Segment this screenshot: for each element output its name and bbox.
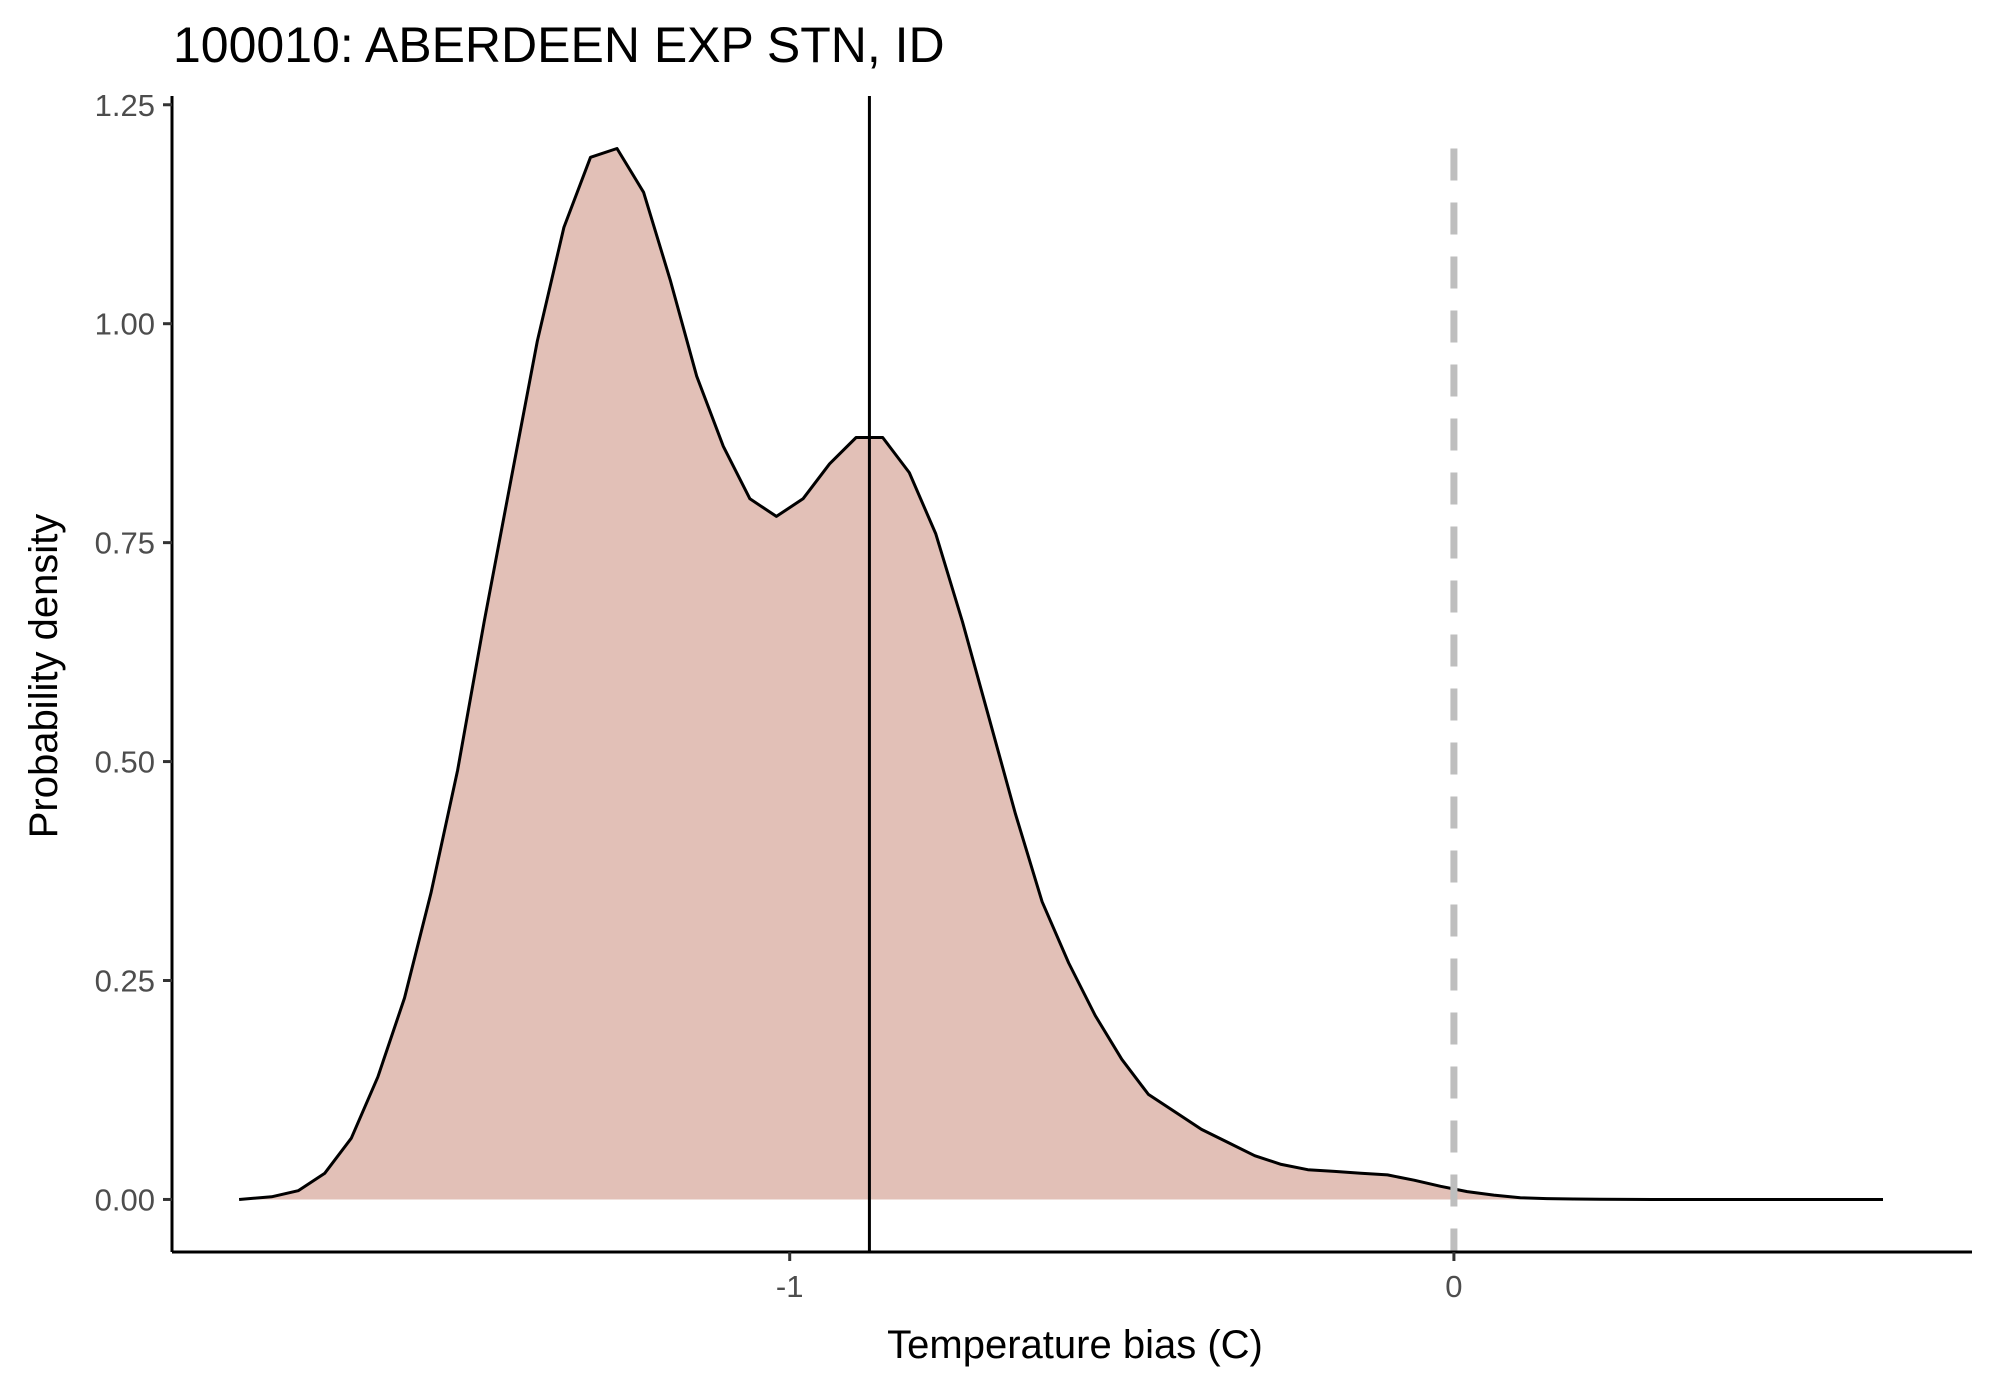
x-tick-label: 0 xyxy=(1445,1269,1462,1304)
y-tick-label: 0.25 xyxy=(95,964,155,999)
plot-area xyxy=(238,96,1884,1252)
axes: 0.00 0.25 0.50 0.75 1.00 1.25 -1 0 xyxy=(95,88,1972,1304)
y-tick-label: 0.75 xyxy=(95,526,155,561)
y-tick-label: 1.00 xyxy=(95,307,155,342)
density-area xyxy=(239,148,1884,1200)
y-tick-label: 1.25 xyxy=(95,88,155,123)
chart-title: 100010: ABERDEEN EXP STN, ID xyxy=(173,17,945,73)
y-tick-label: 0.50 xyxy=(95,745,155,780)
density-curve xyxy=(238,147,1883,1201)
y-axis-title: Probability density xyxy=(22,514,66,839)
x-axis-title: Temperature bias (C) xyxy=(887,1323,1263,1367)
x-tick-label: -1 xyxy=(776,1269,804,1304)
y-tick-label: 0.00 xyxy=(95,1182,155,1217)
